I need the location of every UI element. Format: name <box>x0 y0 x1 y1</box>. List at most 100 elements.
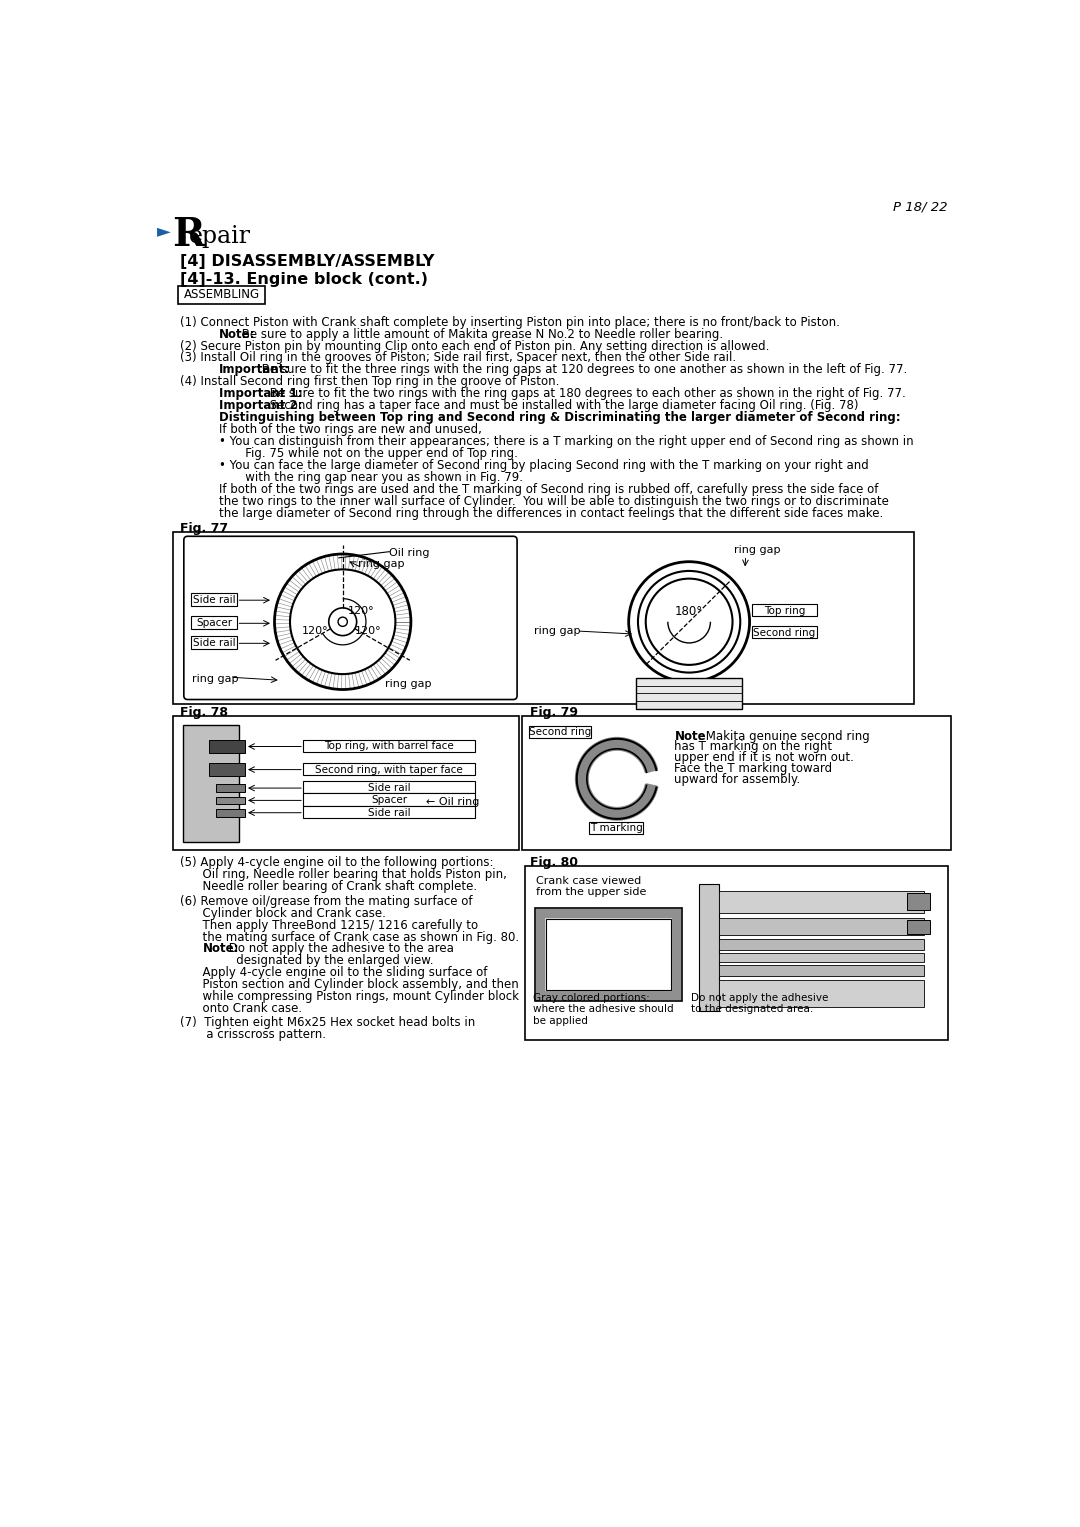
FancyBboxPatch shape <box>303 739 475 751</box>
Text: Note:: Note: <box>218 328 255 341</box>
Bar <box>672 918 681 991</box>
Text: Then apply ThreeBond 1215/ 1216 carefully to: Then apply ThreeBond 1215/ 1216 carefull… <box>180 919 478 931</box>
FancyBboxPatch shape <box>191 617 238 629</box>
Text: • You can face the large diameter of Second ring by placing Second ring with the: • You can face the large diameter of Sec… <box>218 460 868 472</box>
Text: (6) Remove oil/grease from the mating surface of: (6) Remove oil/grease from the mating su… <box>180 895 472 907</box>
Text: designated by the enlarged view.: designated by the enlarged view. <box>180 954 433 968</box>
Text: ring gap: ring gap <box>734 545 781 554</box>
Text: Be sure to fit the three rings with the ring gaps at 120 degrees to one another : Be sure to fit the three rings with the … <box>258 363 907 377</box>
Text: ASSEMBLING: ASSEMBLING <box>184 289 260 301</box>
Text: a crisscross pattern.: a crisscross pattern. <box>180 1028 326 1040</box>
Text: Distinguishing between Top ring and Second ring & Discriminating the larger diam: Distinguishing between Top ring and Seco… <box>218 411 901 425</box>
Bar <box>636 678 742 709</box>
Text: Cylinder block and Crank case.: Cylinder block and Crank case. <box>180 907 386 919</box>
Text: the two rings to the inner wall surface of Cylinder.  You will be able to distin: the two rings to the inner wall surface … <box>218 495 889 507</box>
Text: Second ring, with taper face: Second ring, with taper face <box>315 765 463 774</box>
Text: ring gap: ring gap <box>359 559 405 568</box>
Bar <box>907 919 930 933</box>
Text: 120°: 120° <box>355 626 381 637</box>
Bar <box>691 876 940 1019</box>
FancyBboxPatch shape <box>303 794 475 806</box>
Bar <box>718 939 924 950</box>
Text: (3) Install Oil ring in the grooves of Piston; Side rail first, Spacer next, the: (3) Install Oil ring in the grooves of P… <box>180 351 737 365</box>
FancyBboxPatch shape <box>184 536 517 699</box>
Text: while compressing Piston rings, mount Cylinder block: while compressing Piston rings, mount Cy… <box>180 989 519 1003</box>
Bar <box>210 739 245 753</box>
Text: the mating surface of Crank case as shown in Fig. 80.: the mating surface of Crank case as show… <box>180 930 519 944</box>
Text: Second ring has a taper face and must be installed with the large diameter facin: Second ring has a taper face and must be… <box>266 399 859 412</box>
FancyBboxPatch shape <box>303 782 475 794</box>
Bar <box>718 953 924 962</box>
Text: ring gap: ring gap <box>191 673 238 684</box>
Text: ring gap: ring gap <box>386 678 432 689</box>
Text: Note: Note <box>674 730 706 742</box>
FancyBboxPatch shape <box>173 531 914 704</box>
Text: Gray colored portions:
where the adhesive should
be applied: Gray colored portions: where the adhesiv… <box>534 993 674 1026</box>
Text: ►: ► <box>157 221 171 240</box>
Text: Spacer: Spacer <box>195 618 232 628</box>
Text: 180°: 180° <box>675 605 703 618</box>
Bar <box>183 725 239 841</box>
Text: Piston section and Cylinder block assembly, and then: Piston section and Cylinder block assemb… <box>180 979 518 991</box>
Text: Face the T marking toward: Face the T marking toward <box>674 762 833 774</box>
FancyBboxPatch shape <box>191 637 238 649</box>
Text: Needle roller bearing of Crank shaft complete.: Needle roller bearing of Crank shaft com… <box>180 880 477 893</box>
Text: Spacer: Spacer <box>372 796 407 805</box>
Text: Do not apply the adhesive to the area: Do not apply the adhesive to the area <box>225 942 454 956</box>
Text: Fig. 77: Fig. 77 <box>180 522 228 534</box>
Text: [4]-13. Engine block (cont.): [4]-13. Engine block (cont.) <box>180 272 428 287</box>
FancyBboxPatch shape <box>525 866 948 1040</box>
Text: Side rail: Side rail <box>192 596 235 605</box>
Text: 120°: 120° <box>302 626 328 637</box>
Text: R: R <box>172 215 204 253</box>
Text: upper end if it is not worn out.: upper end if it is not worn out. <box>674 751 854 764</box>
Bar <box>535 909 683 1000</box>
Bar <box>545 919 672 989</box>
Text: (2) Secure Piston pin by mounting Clip onto each end of Piston pin. Any setting : (2) Secure Piston pin by mounting Clip o… <box>180 339 769 353</box>
FancyBboxPatch shape <box>303 806 475 818</box>
Text: [4] DISASSEMBLY/ASSEMBLY: [4] DISASSEMBLY/ASSEMBLY <box>180 253 434 269</box>
Bar <box>536 909 681 918</box>
FancyBboxPatch shape <box>191 594 238 606</box>
Text: ring gap: ring gap <box>535 626 581 635</box>
Text: Note:: Note: <box>203 942 240 956</box>
Text: has T marking on the right: has T marking on the right <box>674 741 833 753</box>
Text: epair: epair <box>189 224 252 247</box>
Bar <box>718 918 924 935</box>
Text: P 18/ 22: P 18/ 22 <box>893 200 947 214</box>
Text: Apply 4-cycle engine oil to the sliding surface of: Apply 4-cycle engine oil to the sliding … <box>180 967 487 979</box>
Text: Crank case viewed
from the upper side: Crank case viewed from the upper side <box>537 876 647 898</box>
Text: Be sure to fit the two rings with the ring gaps at 180 degrees to each other as : Be sure to fit the two rings with the ri… <box>266 388 905 400</box>
Text: Fig. 80: Fig. 80 <box>530 855 578 869</box>
FancyBboxPatch shape <box>590 822 644 834</box>
Text: (5) Apply 4-cycle engine oil to the following portions:: (5) Apply 4-cycle engine oil to the foll… <box>180 855 494 869</box>
Text: Side rail: Side rail <box>368 783 410 793</box>
Text: (4) Install Second ring first then Top ring in the groove of Piston.: (4) Install Second ring first then Top r… <box>180 376 559 388</box>
Text: 120°: 120° <box>348 606 374 615</box>
Text: : Makita genuine second ring: : Makita genuine second ring <box>698 730 869 742</box>
FancyBboxPatch shape <box>752 605 816 617</box>
FancyBboxPatch shape <box>529 725 592 738</box>
FancyBboxPatch shape <box>522 716 951 851</box>
Text: Do not apply the adhesive
to the designated area.: Do not apply the adhesive to the designa… <box>691 993 828 1014</box>
Text: Second ring: Second ring <box>754 628 815 638</box>
Text: ← Oil ring: ← Oil ring <box>426 797 480 806</box>
Bar <box>216 797 245 805</box>
Text: Top ring, with barrel face: Top ring, with barrel face <box>324 742 454 751</box>
Text: • You can distinguish from their appearances; there is a T marking on the right : • You can distinguish from their appeara… <box>218 435 914 447</box>
Text: (1) Connect Piston with Crank shaft complete by inserting Piston pin into place;: (1) Connect Piston with Crank shaft comp… <box>180 316 840 328</box>
Text: If both of the two rings are used and the T marking of Second ring is rubbed off: If both of the two rings are used and th… <box>218 483 878 496</box>
Text: Side rail: Side rail <box>368 808 410 818</box>
Bar <box>536 991 681 1000</box>
Bar <box>907 893 930 910</box>
Bar <box>210 764 245 776</box>
Text: with the ring gap near you as shown in Fig. 79.: with the ring gap near you as shown in F… <box>234 470 523 484</box>
Text: Oil ring, Needle roller bearing that holds Piston pin,: Oil ring, Needle roller bearing that hol… <box>180 867 507 881</box>
Text: the large diameter of Second ring through the differences in contact feelings th: the large diameter of Second ring throug… <box>218 507 883 519</box>
Bar <box>216 785 245 793</box>
Text: Fig. 78: Fig. 78 <box>180 707 228 719</box>
Text: (7)  Tighten eight M6x25 Hex socket head bolts in: (7) Tighten eight M6x25 Hex socket head … <box>180 1015 475 1029</box>
Bar <box>699 884 718 1011</box>
Text: Top ring: Top ring <box>764 606 805 615</box>
Text: upward for assembly.: upward for assembly. <box>674 773 800 786</box>
